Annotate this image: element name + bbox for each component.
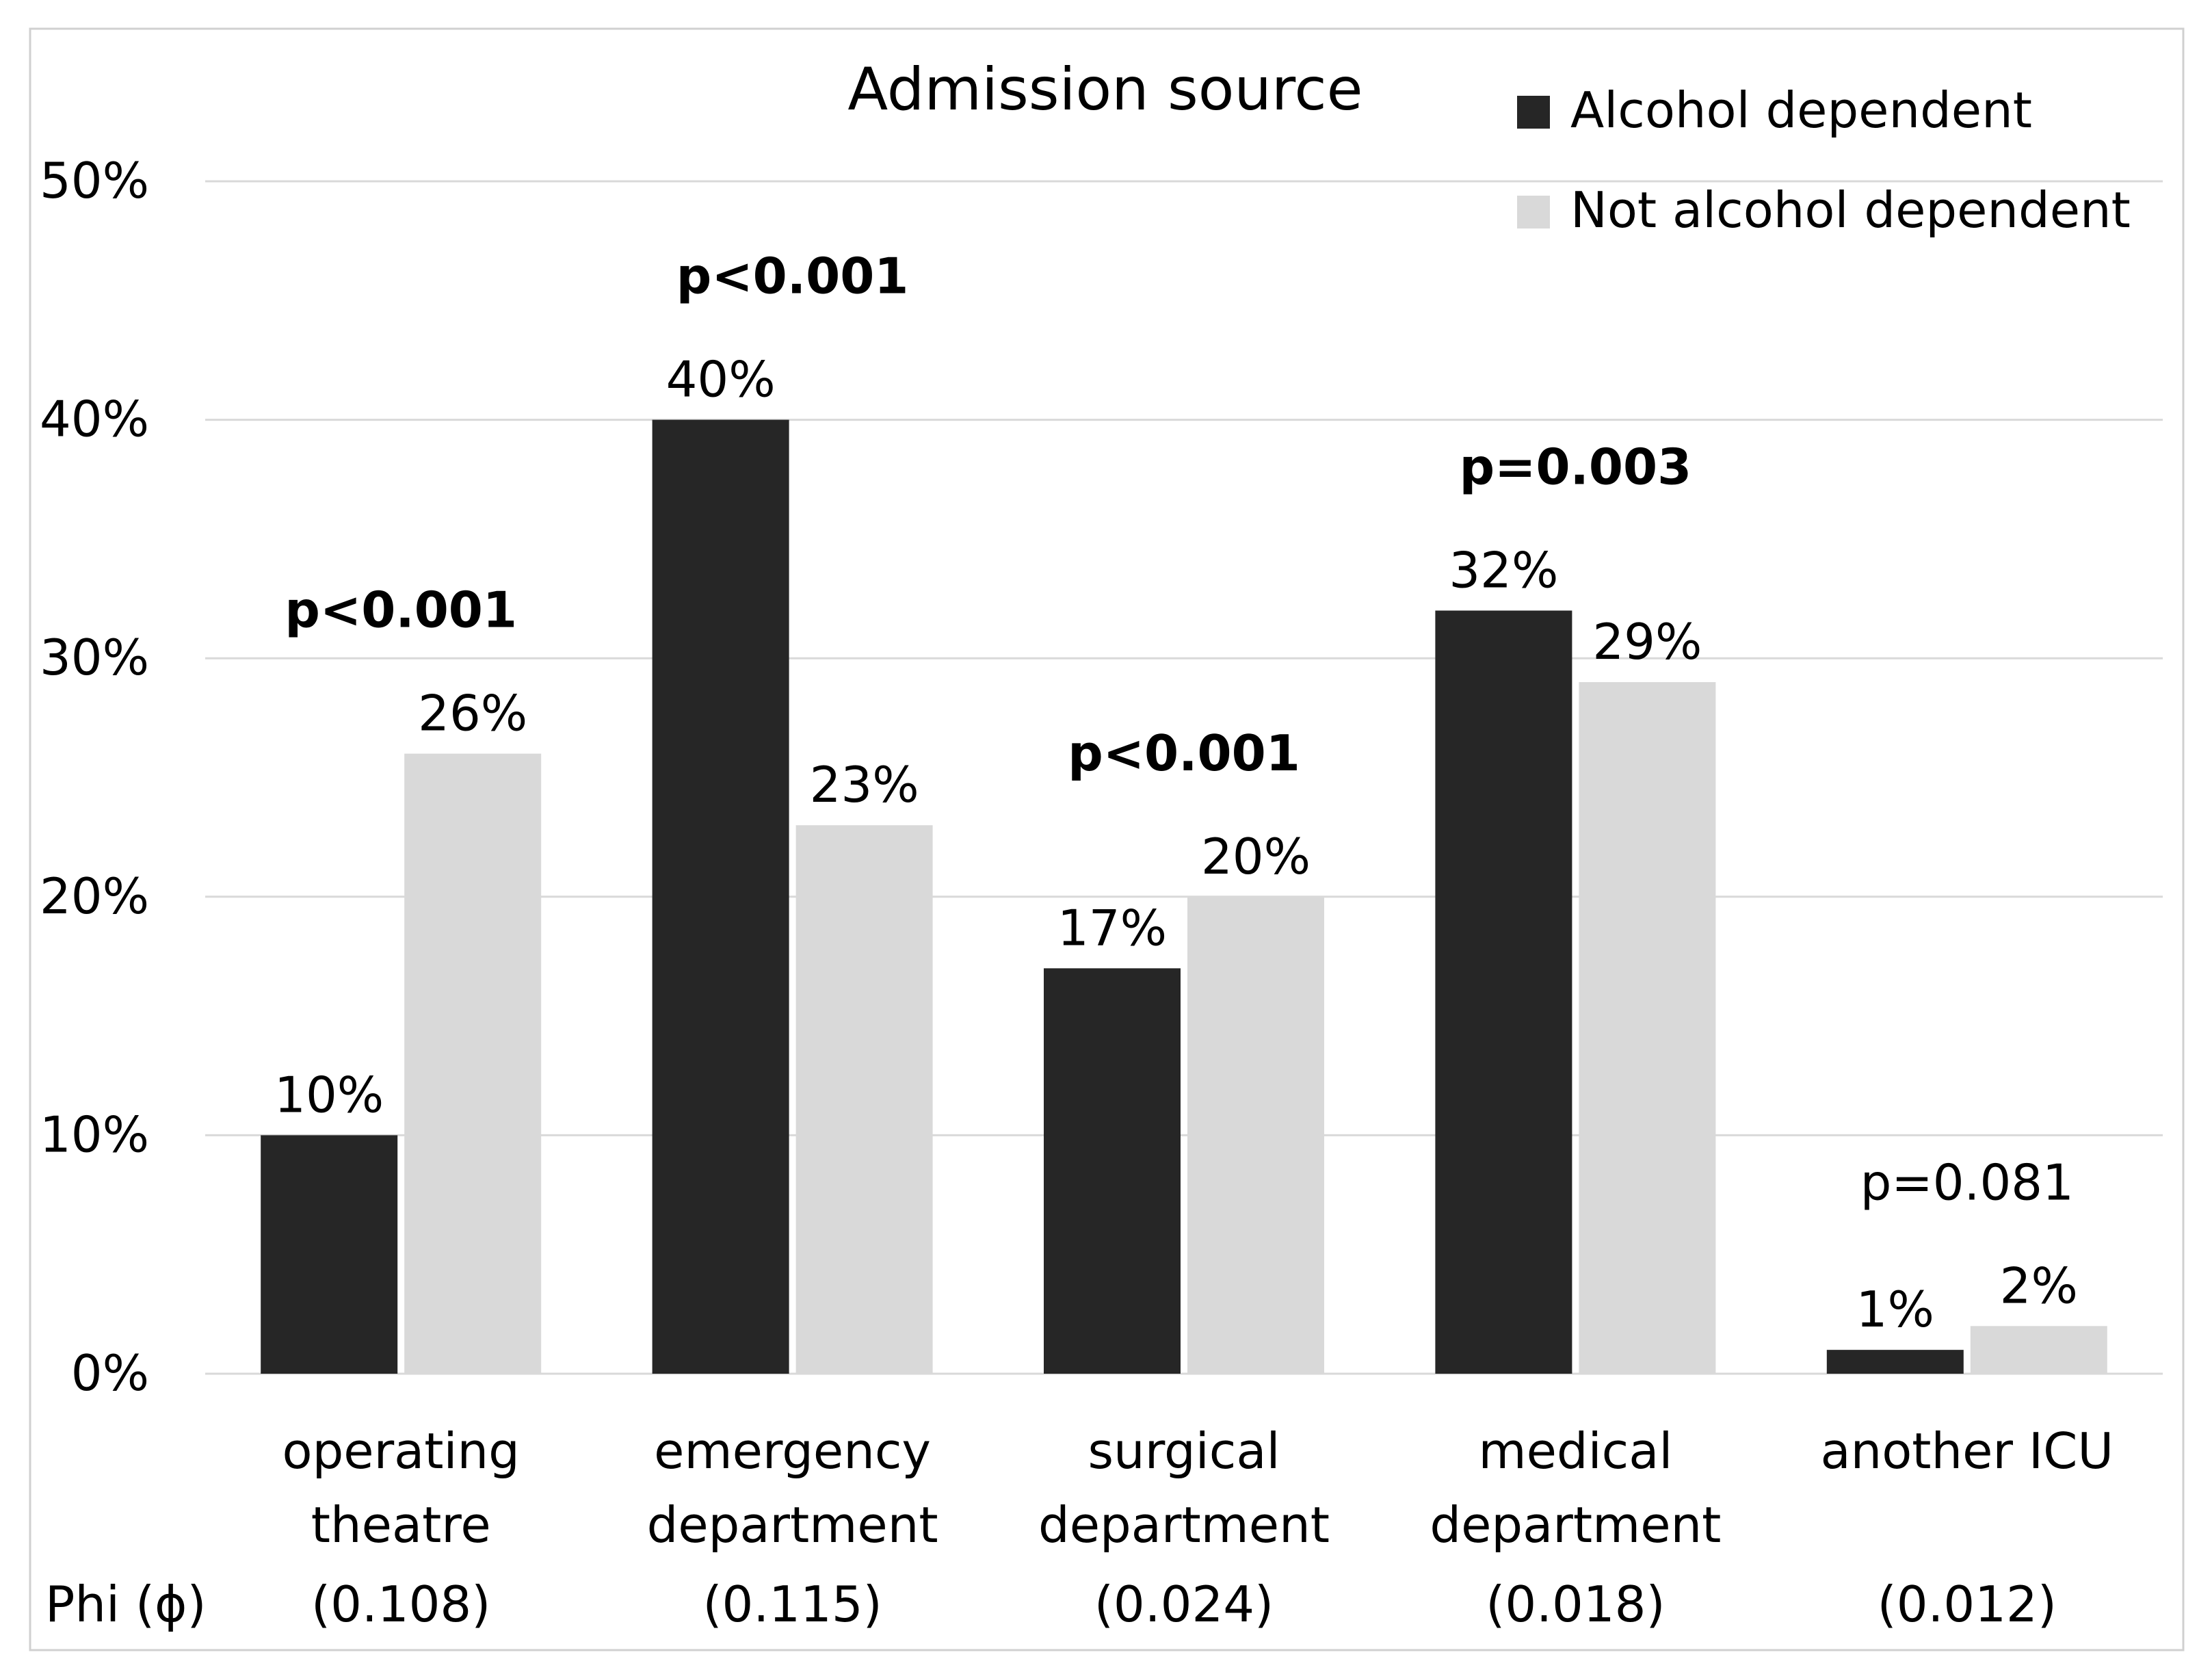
p-value-label: p<0.001 [676, 248, 909, 305]
bar-value-label: 1% [1856, 1281, 1934, 1338]
x-category-label: department [1038, 1496, 1330, 1554]
bar-not-alcohol-dependent [404, 753, 542, 1374]
x-category-label: another ICU [1820, 1422, 2114, 1480]
phi-row-label: Phi (ϕ) [45, 1576, 207, 1633]
bar-value-label: 32% [1449, 541, 1558, 599]
data-labels: 10% 26% 40% 23% 17% 20% 32% 29% 1% 2% [274, 351, 2078, 1339]
p-value-label: p<0.001 [1068, 724, 1300, 782]
bar-not-alcohol-dependent [1579, 682, 1716, 1374]
chart-border [29, 27, 2185, 1651]
x-category-label: theatre [311, 1496, 491, 1554]
legend-label: Alcohol dependent [1570, 81, 2032, 139]
p-value-label: p<0.001 [285, 582, 517, 639]
phi-value: (0.115) [702, 1576, 882, 1633]
bar-value-label: 29% [1592, 613, 1702, 670]
y-axis-tick-labels: 0% 10% 20% 30% 40% 50% [40, 152, 149, 1402]
phi-value: (0.012) [1878, 1576, 2057, 1633]
bar-value-label: 40% [666, 351, 776, 408]
y-tick-label: 40% [40, 391, 149, 448]
x-category-label: operating [282, 1422, 520, 1480]
y-tick-label: 50% [40, 152, 149, 209]
x-category-label: department [647, 1496, 938, 1554]
phi-value: (0.018) [1486, 1576, 1665, 1633]
p-value-annotations: p<0.001 p<0.001 p<0.001 p=0.003 p=0.081 [285, 248, 2073, 1212]
y-tick-label: 0% [71, 1344, 149, 1402]
bar-value-label: 2% [2000, 1257, 2078, 1314]
bar-alcohol-dependent [1826, 1350, 1964, 1374]
x-category-label: medical [1478, 1422, 1672, 1480]
phi-value: (0.024) [1094, 1576, 1274, 1633]
bar-value-label: 26% [418, 685, 527, 742]
p-value-label: p=0.003 [1460, 438, 1692, 495]
bar-not-alcohol-dependent [795, 825, 933, 1374]
bars [261, 419, 2107, 1374]
bar-value-label: 23% [810, 756, 919, 813]
legend-label: Not alcohol dependent [1570, 181, 2131, 239]
legend-swatch [1517, 196, 1550, 228]
bar-alcohol-dependent [652, 419, 789, 1374]
bar-value-label: 20% [1201, 828, 1311, 885]
y-tick-label: 20% [40, 867, 149, 925]
y-tick-label: 10% [40, 1106, 149, 1163]
x-category-label: emergency [654, 1422, 931, 1480]
legend-swatch [1517, 96, 1550, 129]
p-value-label: p=0.081 [1860, 1153, 2074, 1211]
bar-value-label: 17% [1057, 899, 1167, 956]
bar-alcohol-dependent [1044, 968, 1181, 1374]
phi-value: (0.108) [311, 1576, 490, 1633]
x-category-label: surgical [1088, 1422, 1280, 1480]
y-tick-label: 30% [40, 629, 149, 686]
x-axis-category-labels: operating theatre (0.108) emergency departme… [282, 1422, 2114, 1633]
chart-title: Admission source [847, 55, 1362, 124]
legend: Alcohol dependent Not alcohol dependent [1517, 81, 2131, 239]
bar-not-alcohol-dependent [1187, 896, 1324, 1374]
x-category-label: department [1430, 1496, 1721, 1554]
bar-not-alcohol-dependent [1970, 1326, 2107, 1374]
bar-alcohol-dependent [261, 1135, 398, 1374]
bar-alcohol-dependent [1435, 610, 1572, 1374]
bar-value-label: 10% [274, 1066, 384, 1123]
